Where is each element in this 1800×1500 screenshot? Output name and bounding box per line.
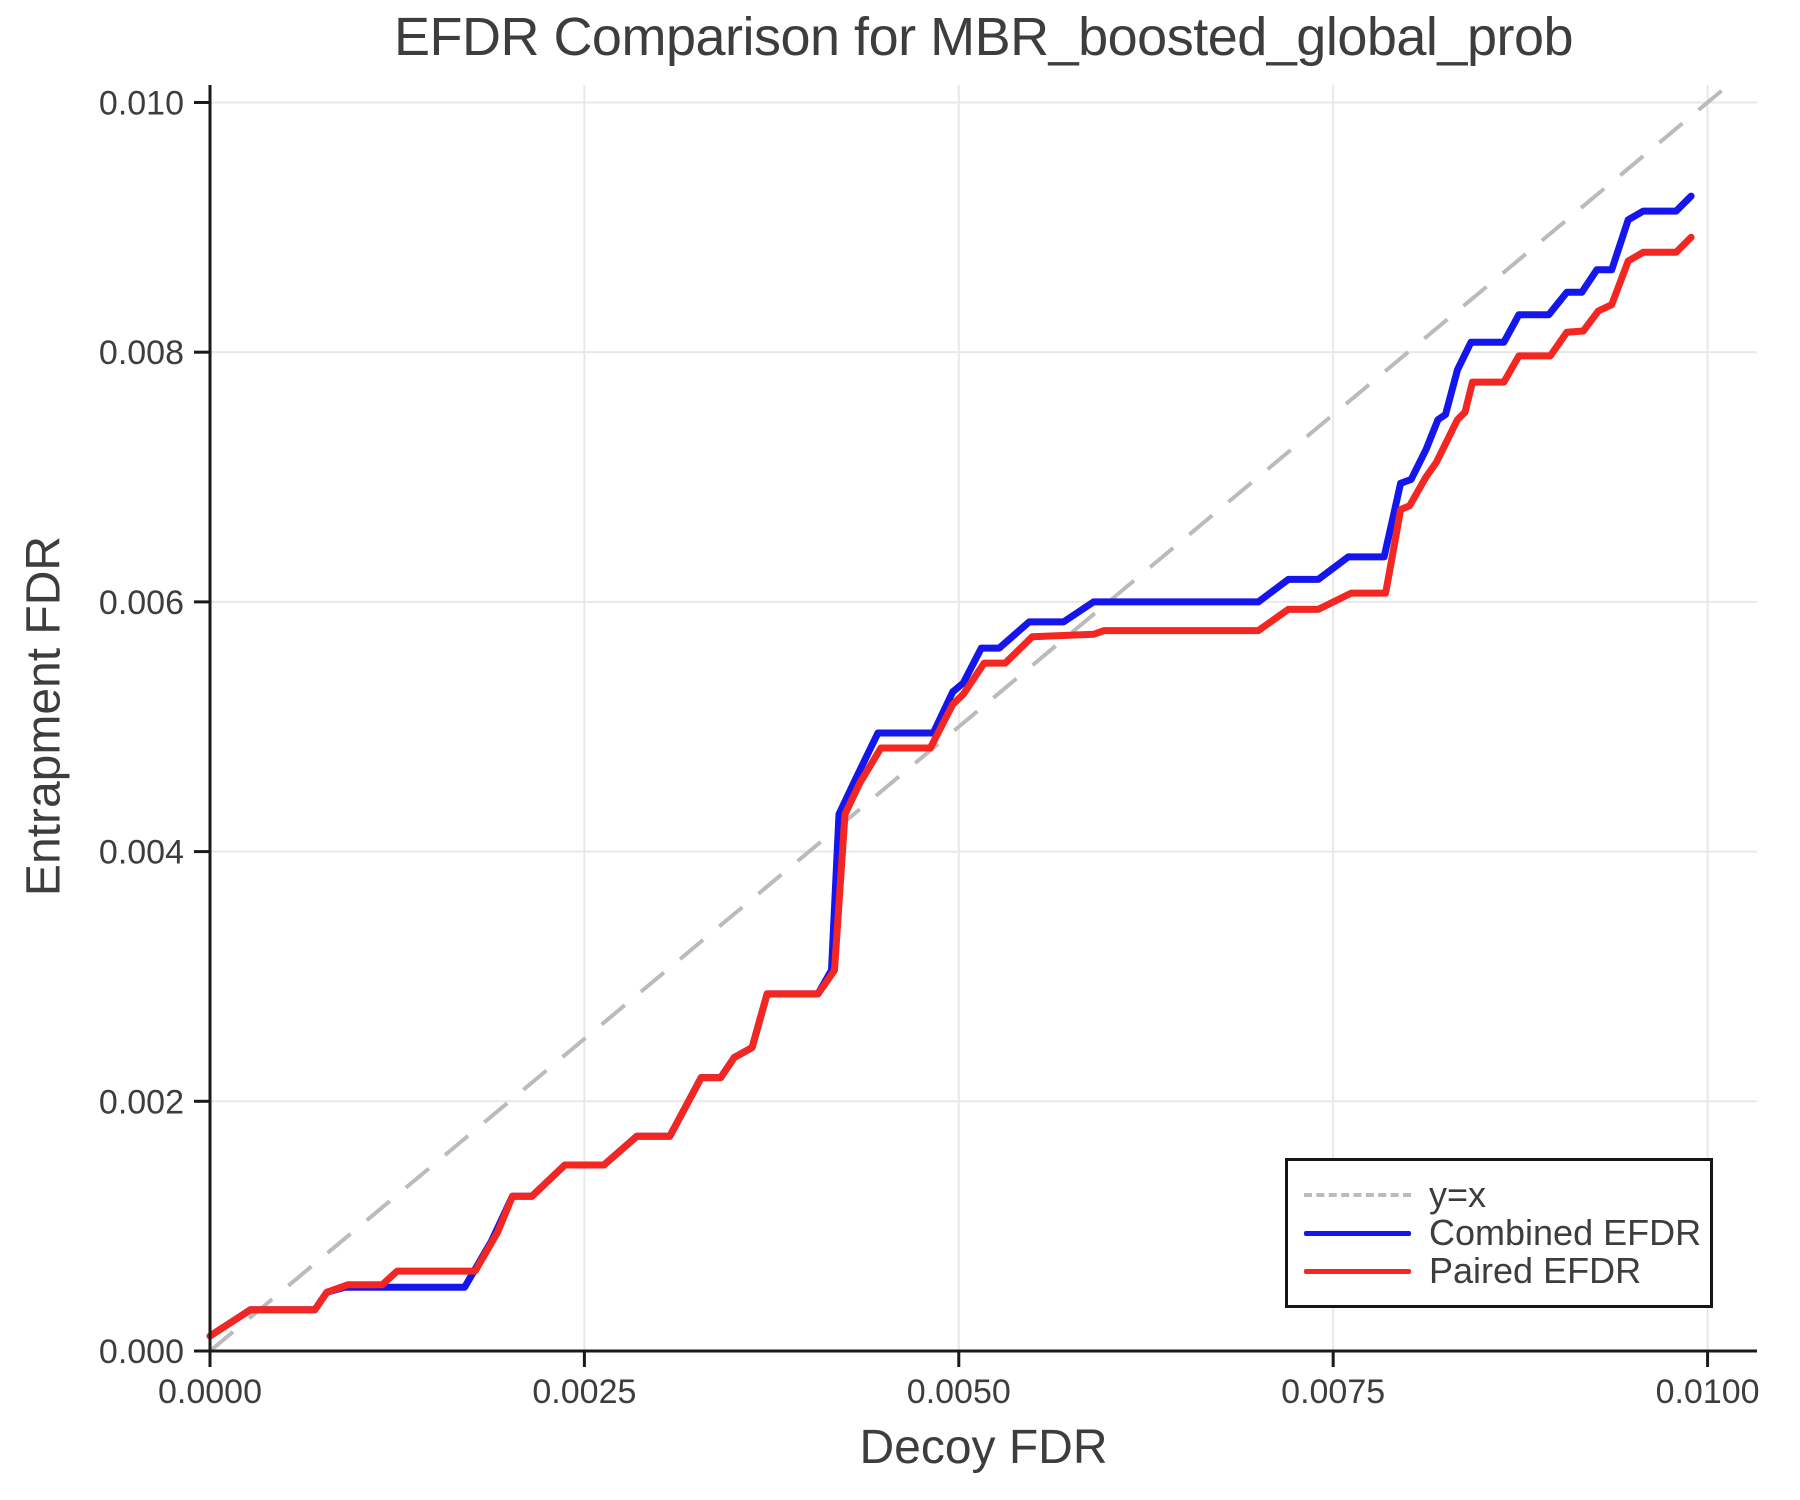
x-tick-label: 0.0075 — [1281, 1373, 1385, 1411]
y-tick-label: 0.008 — [99, 334, 184, 372]
legend-entry-yx: y=x — [1304, 1176, 1710, 1214]
blue-line-sample-icon — [1304, 1230, 1411, 1236]
x-tick-label: 0.0000 — [158, 1373, 262, 1411]
legend-label: y=x — [1429, 1174, 1487, 1215]
y-axis-label: Entrapment FDR — [17, 535, 71, 897]
y-tick-label: 0.004 — [99, 834, 184, 872]
legend-box: y=x Combined EFDR Paired EFDR — [1285, 1158, 1713, 1308]
x-tick-label: 0.0100 — [1656, 1373, 1760, 1411]
red-line-sample-icon — [1304, 1268, 1411, 1274]
y-tick-label: 0.002 — [99, 1083, 184, 1121]
series-line-y-x — [208, 83, 1730, 1353]
x-axis-label: Decoy FDR — [859, 1421, 1108, 1474]
x-tick-label: 0.0025 — [532, 1373, 636, 1411]
y-tick-label: 0.006 — [99, 584, 184, 622]
legend-label: Combined EFDR — [1429, 1212, 1702, 1253]
series-line-paired-efdr — [206, 233, 1695, 1340]
legend-entry-combined-efdr: Combined EFDR — [1304, 1214, 1710, 1252]
y-tick-label: 0.010 — [99, 84, 184, 122]
chart-title: EFDR Comparison for MBR_boosted_global_p… — [393, 7, 1574, 67]
legend-label: Paired EFDR — [1429, 1250, 1642, 1291]
x-tick-label: 0.0050 — [907, 1373, 1011, 1411]
y-tick-label: 0.000 — [99, 1333, 184, 1371]
legend-entry-paired-efdr: Paired EFDR — [1304, 1252, 1710, 1290]
dashed-line-sample-icon — [1304, 1193, 1411, 1197]
